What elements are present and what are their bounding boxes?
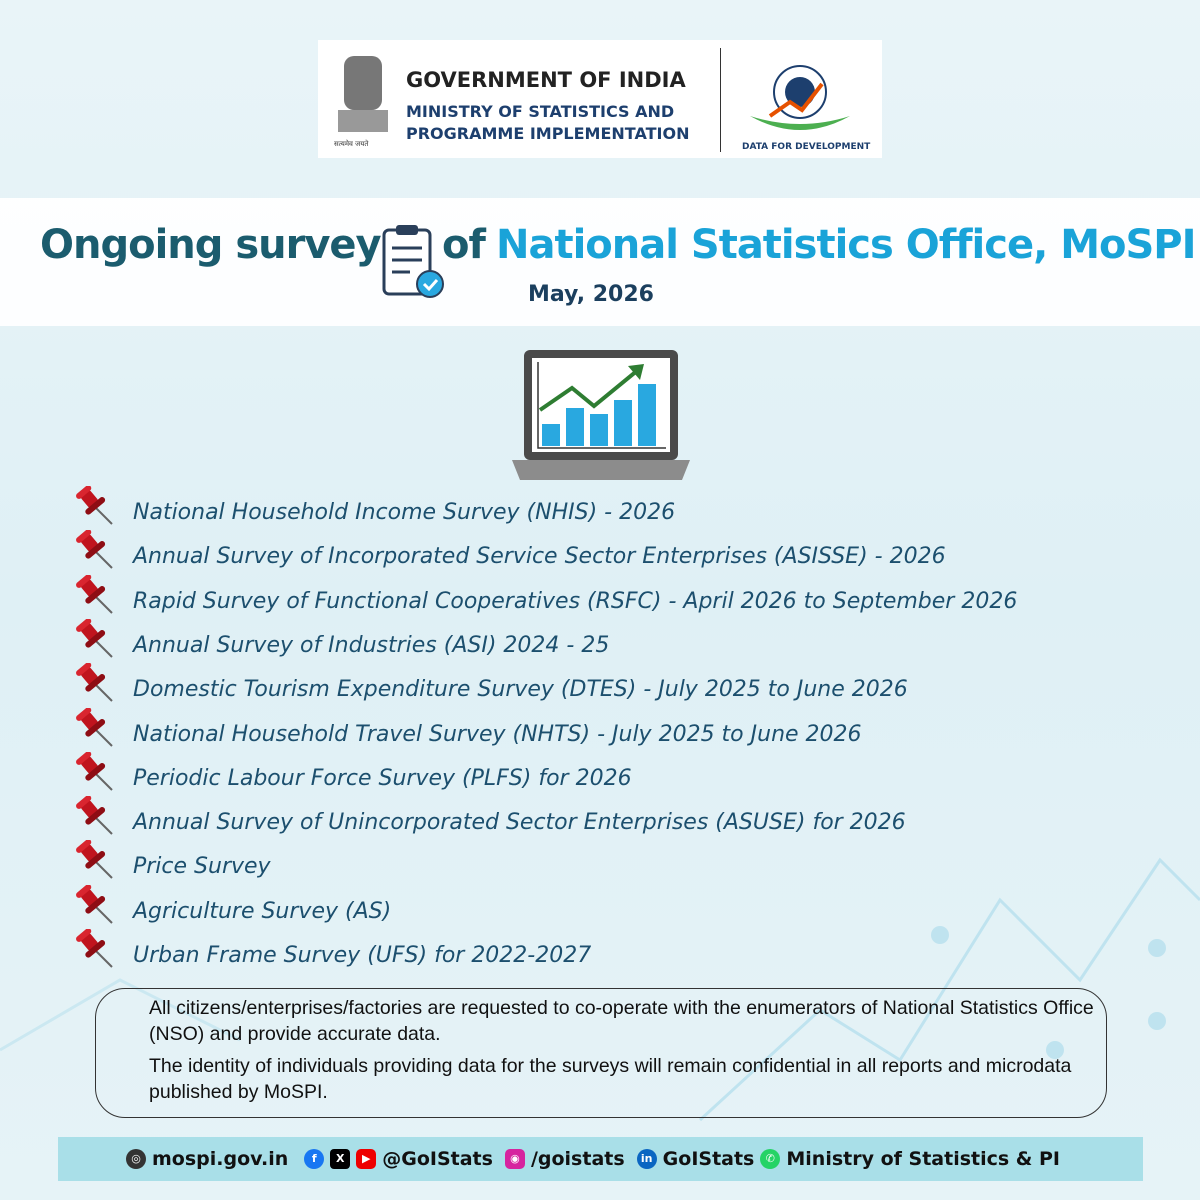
whatsapp-icon: ✆ — [760, 1149, 781, 1169]
nso-logo — [750, 65, 850, 130]
pin-icon — [76, 929, 113, 968]
gov-title: GOVERNMENT OF INDIA — [406, 68, 686, 92]
notice-box: All citizens/enterprises/factories are r… — [95, 988, 1107, 1118]
survey-item: Periodic Labour Force Survey (PLFS) for … — [133, 765, 632, 791]
instagram-icon: ◉ — [504, 1149, 525, 1169]
pin-icon — [76, 840, 113, 880]
title-part: National Statistics Office, MoSPI — [496, 222, 1196, 268]
ministry-line: PROGRAMME IMPLEMENTATION — [406, 124, 690, 143]
survey-item: Annual Survey of Unincorporated Sector E… — [133, 810, 906, 836]
laptop-icon — [512, 350, 690, 480]
title-band: Ongoing surveys of National Statistics O… — [0, 198, 1200, 326]
x-icon: X — [330, 1149, 351, 1169]
survey-item: Domestic Tourism Expenditure Survey (DTE… — [133, 677, 908, 703]
survey-item: Urban Frame Survey (UFS) for 2022-2027 — [133, 943, 592, 968]
emblem — [338, 56, 388, 132]
checklist-icon — [382, 225, 444, 298]
footer-bar: ◎ mospi.gov.in f X ▶ @GoIStats ◉ /goista… — [58, 1137, 1143, 1181]
survey-item: National Household Income Survey (NHIS) … — [133, 500, 676, 525]
pin-icon — [76, 663, 113, 702]
handle: @GoIStats — [382, 1148, 493, 1170]
date: May, 2026 — [528, 282, 654, 307]
pin-icon — [76, 486, 113, 525]
pin-icon — [76, 751, 113, 791]
survey-item: Rapid Survey of Functional Cooperatives … — [133, 588, 1018, 614]
title-part: Ongoing surveys — [40, 222, 404, 268]
notice-text: All citizens/enterprises/factories are r… — [149, 997, 1094, 1045]
motto: सत्यमेव जयते — [334, 140, 369, 148]
logo-tagline: DATA FOR DEVELOPMENT — [742, 142, 871, 152]
linkedin-icon: in — [636, 1149, 657, 1169]
pin-icon — [76, 574, 113, 614]
survey-item: Agriculture Survey (AS) — [133, 898, 392, 924]
ministry-line: MINISTRY OF STATISTICS AND — [406, 102, 675, 121]
globe-icon: ◎ — [126, 1149, 146, 1169]
pin-icon — [76, 884, 113, 924]
pin-icon — [76, 530, 113, 570]
pin-icon — [76, 796, 113, 835]
youtube-icon: ▶ — [356, 1149, 377, 1169]
survey-item: Price Survey — [133, 854, 271, 880]
facebook-icon: f — [304, 1149, 325, 1169]
website: mospi.gov.in — [152, 1148, 289, 1170]
instagram: /goistats — [530, 1148, 625, 1170]
pin-icon — [76, 707, 113, 747]
divider — [720, 48, 721, 152]
notice-text: The identity of individuals providing da… — [149, 1055, 1072, 1103]
survey-item: Annual Survey of Incorporated Service Se… — [133, 544, 946, 570]
header: सत्यमेव जयते GOVERNMENT OF INDIA MINISTR… — [318, 40, 882, 158]
survey-item: Annual Survey of Industries (ASI) 2024 -… — [133, 632, 610, 658]
whatsapp: Ministry of Statistics & PI — [786, 1148, 1060, 1170]
survey-item: National Household Travel Survey (NHTS) … — [133, 721, 862, 747]
pin-icon — [76, 618, 113, 658]
title-part: of — [442, 222, 486, 268]
linkedin: GoIStats — [662, 1148, 755, 1170]
